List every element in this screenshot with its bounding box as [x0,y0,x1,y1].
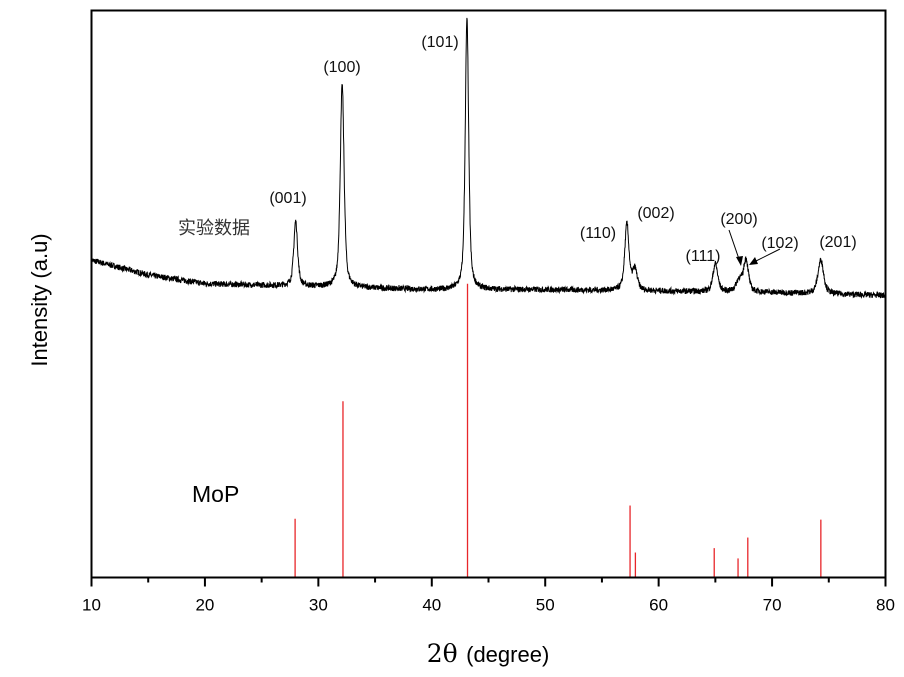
peak-label: (101) [421,34,458,51]
x-tick-label: 10 [82,596,101,615]
peak-label: (001) [269,190,306,207]
x-tick-label: 30 [309,596,328,615]
peak-label: (002) [637,205,674,222]
arrow-102-head [749,257,758,265]
peak-label: (201) [819,234,856,251]
x-tick-label: 80 [876,596,895,615]
x-axis-unit: (degree) [466,642,549,667]
arrow-200-head [736,256,743,266]
peak-label: (100) [323,59,360,76]
peak-label: (200) [720,211,757,228]
peak-label: (110) [580,225,616,242]
y-axis-label: Intensity (a.u) [27,233,52,366]
x-axis-ticks: 10 20 30 40 50 60 70 80 [82,577,895,615]
experimental-label: 实验数据 [178,218,250,239]
peak-label: (111) [686,248,721,265]
experimental-curve [91,17,886,299]
peak-label: (102) [761,235,798,252]
x-tick-label: 70 [763,596,782,615]
x-axis-symbol: 2θ [427,639,458,668]
reference-sticks [294,283,822,578]
x-axis-label: 2θ (degree) [427,639,550,668]
x-tick-label: 20 [195,596,214,615]
arrow-200 [728,229,741,263]
x-tick-label: 60 [649,596,668,615]
x-tick-label: 50 [536,596,555,615]
peak-annotations: (001) (100) (101) (110) (002) (111) (200)(102)… [269,34,856,265]
x-tick-label: 40 [422,596,441,615]
arrow-102 [753,248,781,263]
mop-label: MoP [192,481,239,507]
